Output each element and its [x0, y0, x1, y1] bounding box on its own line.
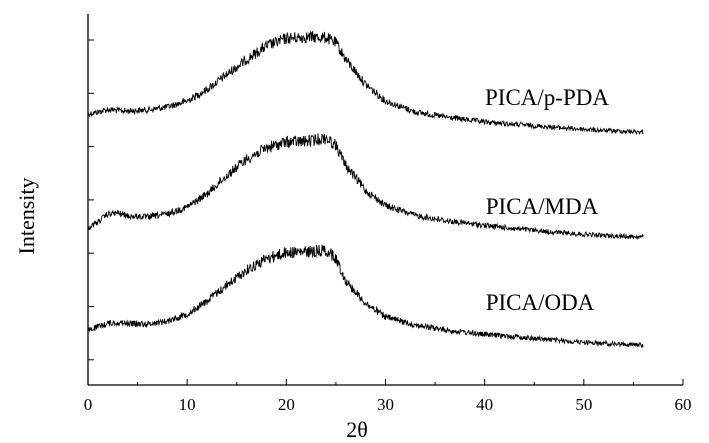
x-tick-label: 30: [377, 395, 394, 414]
x-tick-label: 50: [575, 395, 592, 414]
x-tick-label: 0: [84, 395, 93, 414]
series-line-pica-oda: [87, 244, 644, 348]
series-label-pica-mda: PICA/MDA: [486, 194, 599, 219]
chart-axes: 0 10 20 30 40 50 60: [84, 14, 692, 414]
x-tick-label: 40: [476, 395, 493, 414]
chart-labels-group: PICA/p-PDA PICA/MDA PICA/ODA 2θ Intensit…: [14, 85, 609, 442]
x-tick-label: 60: [675, 395, 692, 414]
x-tick-label: 20: [278, 395, 295, 414]
series-label-pica-oda: PICA/ODA: [486, 290, 595, 315]
series-label-pica-p-pda: PICA/p-PDA: [485, 85, 609, 110]
y-axis-label: Intensity: [14, 178, 39, 255]
series-line-pica-p-pda: [87, 30, 644, 136]
x-axis-label: 2θ: [346, 417, 368, 442]
chart-series-group: [87, 30, 644, 348]
x-tick-label: 10: [179, 395, 196, 414]
series-line-pica-mda: [87, 133, 644, 240]
